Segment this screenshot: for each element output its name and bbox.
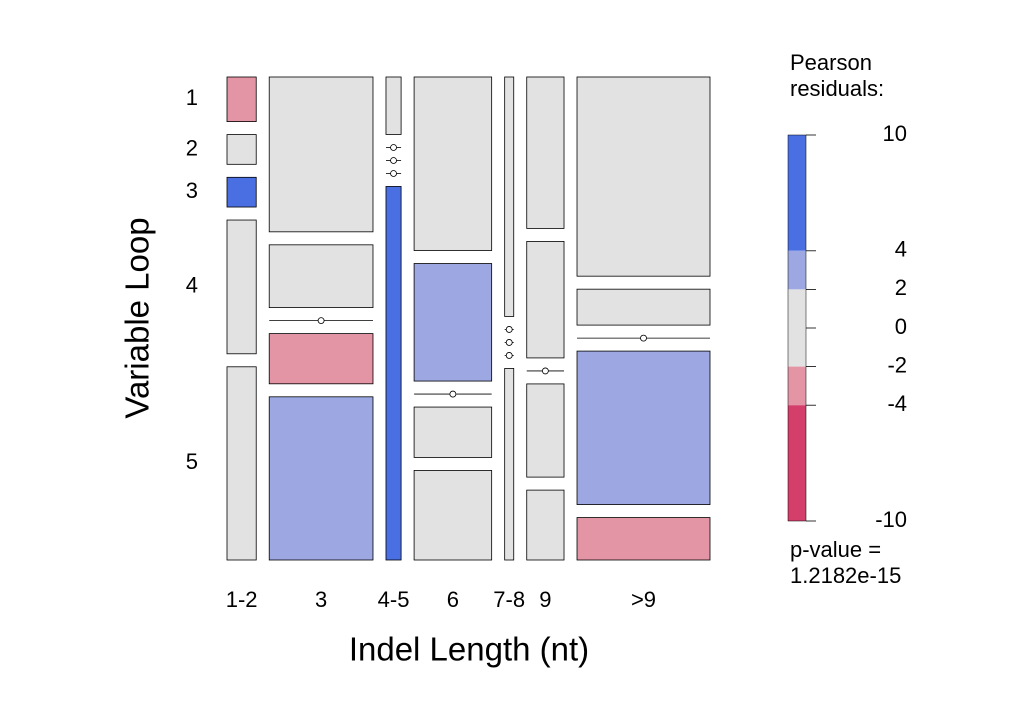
legend-swatch — [788, 135, 806, 251]
legend-swatch — [788, 250, 806, 290]
mosaic-cell — [526, 383, 565, 478]
mosaic-cell — [226, 176, 257, 208]
y-tick-label: 2 — [186, 135, 198, 160]
legend-tick-label: 2 — [895, 275, 907, 300]
empty-cell-marker — [505, 339, 513, 346]
mosaic-cell — [413, 263, 493, 382]
legend-tick-label: -10 — [875, 507, 907, 532]
empty-cell-marker — [505, 352, 513, 359]
mosaic-cell — [226, 134, 257, 165]
x-tick-label: 1-2 — [226, 587, 258, 612]
empty-cell-marker — [505, 326, 513, 333]
x-tick-label: 9 — [539, 587, 551, 612]
legend-tick-label: 0 — [895, 314, 907, 339]
empty-cell-marker — [541, 367, 549, 375]
mosaic-cell — [576, 350, 711, 505]
empty-cell-marker — [390, 170, 397, 177]
mosaic-cell — [268, 76, 374, 233]
mosaic-cell — [226, 219, 257, 355]
legend-title: residuals: — [790, 76, 884, 101]
x-tick-label: 3 — [315, 587, 327, 612]
empty-cell-marker — [390, 144, 397, 151]
x-tick-label: 7-8 — [493, 587, 525, 612]
mosaic-cell — [526, 489, 565, 561]
y-tick-label: 1 — [186, 85, 198, 110]
mosaic-cell — [226, 76, 257, 122]
y-tick-label: 3 — [186, 178, 198, 203]
p-value: p-value = — [790, 537, 881, 562]
mosaic-cell — [413, 406, 493, 458]
mosaic-cell — [504, 76, 515, 317]
y-axis-label: Variable Loop — [119, 217, 156, 418]
empty-cell-marker — [390, 157, 397, 164]
mosaic-cell — [526, 76, 565, 229]
x-axis-label: Indel Length (nt) — [349, 631, 589, 668]
mosaic-cell — [385, 76, 402, 135]
mosaic-cell — [226, 366, 257, 561]
mosaic-cell — [576, 76, 711, 277]
legend-swatch — [788, 405, 806, 521]
x-tick-label: 4-5 — [378, 587, 410, 612]
mosaic-cell — [526, 241, 565, 359]
mosaic-cell — [504, 368, 515, 561]
mosaic-cell — [413, 76, 493, 251]
mosaic-cell — [268, 244, 374, 308]
mosaic-cell — [268, 333, 374, 385]
mosaic-cell — [413, 470, 493, 561]
x-tick-label: 6 — [447, 587, 459, 612]
empty-cell-marker — [317, 317, 325, 324]
empty-cell-marker — [640, 334, 647, 342]
empty-cell-marker — [449, 390, 457, 398]
legend-swatch — [788, 366, 806, 406]
legend-tick-label: 4 — [895, 237, 907, 262]
mosaic-cell — [268, 396, 374, 561]
y-tick-label: 4 — [186, 273, 198, 298]
y-tick-label: 5 — [186, 449, 198, 474]
p-value: 1.2182e-15 — [790, 563, 901, 588]
legend-title: Pearson — [790, 50, 872, 75]
x-tick-label: >9 — [631, 587, 656, 612]
mosaic-cell — [385, 186, 402, 561]
legend-swatch — [788, 289, 806, 367]
legend-tick-label: 10 — [883, 121, 907, 146]
legend-tick-label: -4 — [887, 391, 907, 416]
legend-tick-label: -2 — [887, 352, 907, 377]
mosaic-cell — [576, 517, 711, 561]
mosaic-cell — [576, 288, 711, 326]
